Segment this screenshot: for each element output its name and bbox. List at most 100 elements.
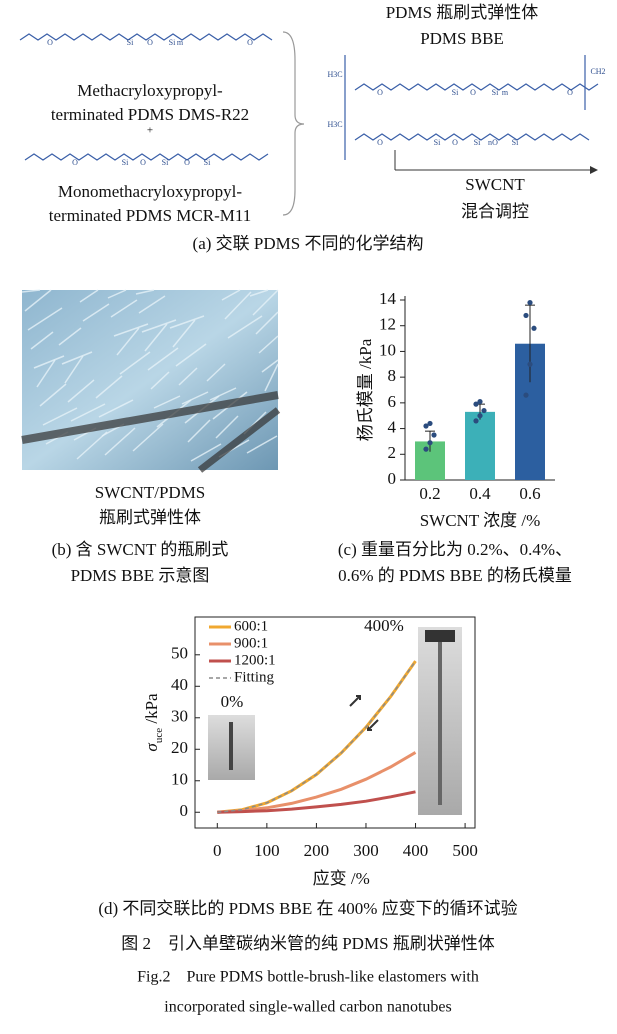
y-tick-label: 2 bbox=[388, 443, 397, 462]
atom-label: m bbox=[502, 88, 509, 97]
data-point bbox=[527, 300, 532, 305]
data-point bbox=[427, 440, 432, 445]
figure-caption: 图 2 引入单壁碳纳米管的纯 PDMS 瓶刷状弹性体 bbox=[121, 934, 495, 953]
data-point bbox=[527, 362, 532, 367]
atom-label: Si bbox=[452, 88, 459, 97]
data-point bbox=[473, 418, 478, 423]
panel-caption: 0.6% 的 PDMS BBE 的杨氏模量 bbox=[338, 566, 572, 585]
data-point bbox=[477, 413, 482, 418]
atom-label: CH2 bbox=[590, 67, 605, 76]
legend-label: Fitting bbox=[234, 669, 275, 685]
atom-label: O bbox=[47, 38, 53, 47]
y-tick-label: 0 bbox=[180, 801, 189, 820]
y-tick-label: 0 bbox=[388, 469, 397, 488]
x-tick-label: 100 bbox=[254, 841, 280, 860]
atom-label: O bbox=[147, 38, 153, 47]
atom-label: Si bbox=[169, 38, 176, 47]
atom-label: Si bbox=[122, 158, 129, 167]
y-tick-label: 40 bbox=[171, 675, 188, 694]
x-tick-label: 0.4 bbox=[469, 484, 491, 503]
panel-caption: (a) 交联 PDMS 不同的化学结构 bbox=[193, 234, 424, 253]
x-tick-label: 0.2 bbox=[419, 484, 440, 503]
arrow-head bbox=[590, 166, 598, 174]
atom-label: Si bbox=[434, 138, 441, 147]
atom-label: O bbox=[377, 88, 383, 97]
x-axis-label: SWCNT 浓度 /% bbox=[420, 511, 541, 530]
atom-label: H3C bbox=[327, 120, 342, 129]
load-arrow bbox=[350, 696, 360, 706]
annotation: 400% bbox=[364, 616, 404, 635]
bar bbox=[465, 412, 495, 480]
atom-label: O bbox=[492, 138, 498, 147]
legend-label: 900:1 bbox=[234, 635, 268, 651]
atom-label: Si bbox=[492, 88, 499, 97]
y-axis-label: 杨氏模量 /kPa bbox=[356, 338, 375, 441]
y-tick-label: 50 bbox=[171, 644, 188, 663]
atom-label: Si bbox=[204, 158, 211, 167]
monomer-label: terminated PDMS MCR-M11 bbox=[49, 206, 251, 225]
atom-label: O bbox=[567, 88, 573, 97]
panel-caption: (b) 含 SWCNT 的瓶刷式 bbox=[52, 540, 229, 559]
plus-sign: + bbox=[147, 125, 153, 137]
panel-caption: (c) 重量百分比为 0.2%、0.4%、 bbox=[338, 540, 572, 559]
bond bbox=[25, 154, 268, 160]
data-point bbox=[481, 408, 486, 413]
atom-label: O bbox=[140, 158, 146, 167]
panel-caption: PDMS BBE 示意图 bbox=[71, 566, 210, 585]
data-point bbox=[477, 399, 482, 404]
y-axis-subscript: uce bbox=[153, 728, 165, 743]
structure-title: PDMS BBE bbox=[420, 29, 504, 48]
atom-label: H3C bbox=[327, 70, 342, 79]
atom-label: O bbox=[470, 88, 476, 97]
atom-label: O bbox=[452, 138, 458, 147]
y-axis-label: σuce /kPa bbox=[142, 693, 165, 752]
y-tick-label: 30 bbox=[171, 707, 188, 726]
y-tick-label: 14 bbox=[379, 289, 397, 308]
inset-clamp bbox=[425, 630, 455, 642]
figure-caption: Fig.2 Pure PDMS bottle-brush-like elasto… bbox=[137, 969, 479, 986]
y-tick-label: 4 bbox=[388, 417, 397, 436]
monomer-label: Monomethacryloxypropyl- bbox=[58, 182, 242, 201]
bond bbox=[355, 134, 589, 140]
atom-label: Si bbox=[162, 158, 169, 167]
x-tick-label: 300 bbox=[353, 841, 379, 860]
atom-label: n bbox=[488, 138, 492, 147]
arrow-label: 混合调控 bbox=[461, 202, 529, 221]
legend-label: 600:1 bbox=[234, 618, 268, 634]
chemical-structures: OSiOSimOOSiOSiOSiOSiOSimOOSiOSiOSinH3CH3… bbox=[20, 34, 606, 167]
atom-label: O bbox=[184, 158, 190, 167]
photo-label: 瓶刷式弹性体 bbox=[99, 508, 201, 527]
legend-label: 1200:1 bbox=[234, 652, 276, 668]
data-point bbox=[427, 421, 432, 426]
data-point bbox=[523, 313, 528, 318]
data-point bbox=[431, 432, 436, 437]
figure: PDMS 瓶刷式弹性体 PDMS BBE Methacryloxypropyl-… bbox=[0, 0, 617, 1034]
bond bbox=[20, 34, 272, 40]
atom-label: Si bbox=[512, 138, 519, 147]
data-point bbox=[523, 393, 528, 398]
monomer-label: Methacryloxypropyl- bbox=[77, 81, 223, 100]
atom-label: O bbox=[72, 158, 78, 167]
x-tick-label: 0.6 bbox=[519, 484, 540, 503]
y-tick-label: 10 bbox=[171, 770, 188, 789]
atom-label: Si bbox=[474, 138, 481, 147]
bond bbox=[355, 84, 598, 90]
atom-label: m bbox=[177, 38, 184, 47]
x-tick-label: 200 bbox=[304, 841, 330, 860]
panel-caption: (d) 不同交联比的 PDMS BBE 在 400% 应变下的循环试验 bbox=[98, 899, 517, 918]
atom-label: O bbox=[377, 138, 383, 147]
monomer-label: terminated PDMS DMS-R22 bbox=[51, 105, 249, 124]
x-tick-label: 500 bbox=[452, 841, 478, 860]
data-point bbox=[423, 447, 428, 452]
y-tick-label: 10 bbox=[379, 340, 396, 359]
annotation: 0% bbox=[221, 692, 244, 711]
figure-caption: incorporated single-walled carbon nanotu… bbox=[164, 999, 451, 1016]
y-tick-label: 20 bbox=[171, 738, 188, 757]
arrow-label: SWCNT bbox=[465, 175, 525, 194]
data-point bbox=[531, 326, 536, 331]
atom-label: Si bbox=[127, 38, 134, 47]
y-tick-label: 6 bbox=[388, 392, 397, 411]
y-axis-unit: /kPa bbox=[142, 693, 161, 728]
x-tick-label: 0 bbox=[213, 841, 222, 860]
photo-label: SWCNT/PDMS bbox=[95, 483, 206, 502]
